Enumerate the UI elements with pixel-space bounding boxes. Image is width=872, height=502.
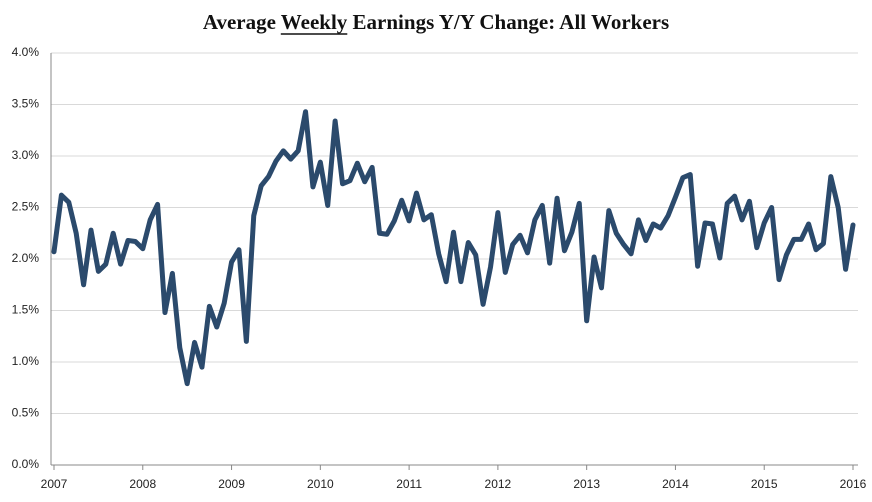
y-tick-label: 4.0%: [12, 45, 40, 59]
x-tick-label: 2015: [751, 477, 778, 491]
y-tick-label: 1.5%: [12, 303, 40, 317]
x-tick-label: 2010: [307, 477, 334, 491]
y-tick-label: 3.5%: [12, 97, 40, 111]
y-tick-label: 0.5%: [12, 406, 40, 420]
y-tick-label: 1.0%: [12, 354, 40, 368]
x-tick-label: 2008: [129, 477, 156, 491]
x-tick-label: 2009: [218, 477, 245, 491]
x-tick-label: 2013: [573, 477, 600, 491]
x-tick-label: 2007: [41, 477, 68, 491]
y-tick-label: 2.0%: [12, 251, 40, 265]
y-tick-label: 2.5%: [12, 200, 40, 214]
x-tick-label: 2012: [485, 477, 512, 491]
x-tick-label: 2016: [840, 477, 867, 491]
y-tick-label: 0.0%: [12, 457, 40, 471]
x-tick-label: 2011: [396, 477, 422, 491]
data-line: [51, 109, 856, 387]
x-tick-label: 2014: [662, 477, 689, 491]
chart-title: Average Weekly Earnings Y/Y Change: All …: [203, 10, 669, 34]
y-tick-label: 3.0%: [12, 148, 40, 162]
